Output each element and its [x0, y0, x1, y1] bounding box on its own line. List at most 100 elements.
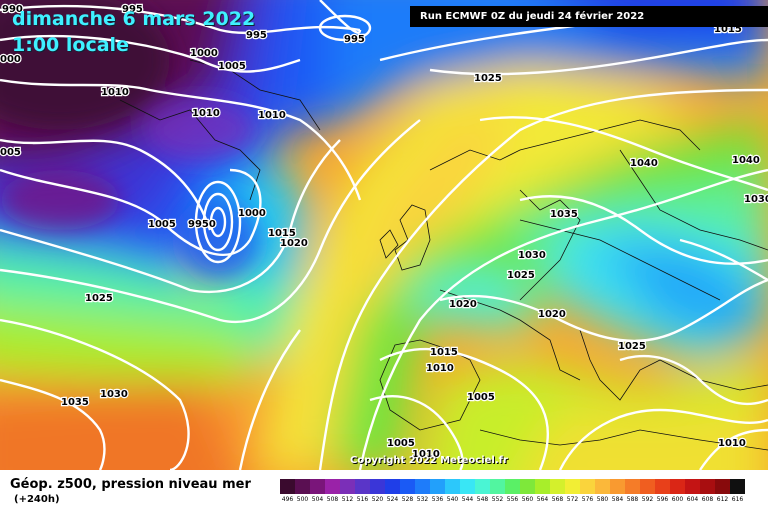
scale-step: 544: [460, 479, 475, 503]
scale-step: 508: [325, 479, 340, 503]
scale-swatch: [415, 479, 430, 494]
scale-tick-label: 560: [521, 496, 534, 503]
scale-step: 520: [370, 479, 385, 503]
legend-title: Géop. z500, pression niveau mer: [10, 477, 251, 492]
scale-step: 592: [640, 479, 655, 503]
scale-step: 512: [340, 479, 355, 503]
scale-step: 500: [295, 479, 310, 503]
scale-swatch: [385, 479, 400, 494]
legend-subtitle: (+240h): [14, 494, 60, 505]
scale-step: 604: [685, 479, 700, 503]
isobar-label: 1035: [61, 397, 89, 408]
isobar-label: 1010: [192, 108, 220, 119]
scale-swatch: [475, 479, 490, 494]
scale-tick-label: 508: [326, 496, 339, 503]
scale-step: 576: [580, 479, 595, 503]
scale-tick-label: 496: [281, 496, 294, 503]
forecast-date: dimanche 6 mars 2022: [12, 8, 256, 30]
isobar-label: 1010: [101, 87, 129, 98]
scale-step: 496: [280, 479, 295, 503]
scale-tick-label: 588: [626, 496, 639, 503]
isobar-label: 000: [0, 54, 21, 65]
isobar-label: 990: [2, 4, 23, 15]
isobar-label: 995: [246, 30, 267, 41]
isobar-label: 1010: [412, 449, 440, 460]
scale-step: 608: [700, 479, 715, 503]
isobar-label: 1025: [507, 270, 535, 281]
scale-tick-label: 532: [416, 496, 429, 503]
isobar-label: 1020: [449, 299, 477, 310]
scale-swatch: [730, 479, 745, 494]
scale-swatch: [505, 479, 520, 494]
isobar-label: 1035: [550, 209, 578, 220]
scale-step: 600: [670, 479, 685, 503]
scale-step: 548: [475, 479, 490, 503]
scale-tick-label: 576: [581, 496, 594, 503]
isobar-label: 995: [122, 4, 143, 15]
scale-swatch: [445, 479, 460, 494]
isobar-label: 005: [0, 147, 21, 158]
scale-swatch: [655, 479, 670, 494]
scale-tick-label: 612: [716, 496, 729, 503]
scale-step: 616: [730, 479, 745, 503]
scale-step: 524: [385, 479, 400, 503]
scale-swatch: [280, 479, 295, 494]
scale-swatch: [595, 479, 610, 494]
scale-step: 612: [715, 479, 730, 503]
scale-tick-label: 552: [491, 496, 504, 503]
isobar-label: 1015: [430, 347, 458, 358]
scale-step: 552: [490, 479, 505, 503]
scale-tick-label: 568: [551, 496, 564, 503]
scale-step: 536: [430, 479, 445, 503]
isobar-label: 1010: [426, 363, 454, 374]
isobar-label: 1025: [85, 293, 113, 304]
scale-tick-label: 556: [506, 496, 519, 503]
scale-step: 560: [520, 479, 535, 503]
scale-step: 568: [550, 479, 565, 503]
run-info: Run ECMWF 0Z du jeudi 24 février 2022: [410, 6, 768, 27]
scale-step: 596: [655, 479, 670, 503]
forecast-map: 990 995 995 995 1000 1005 1010 1010 1010…: [0, 0, 768, 470]
scale-step: 580: [595, 479, 610, 503]
scale-tick-label: 516: [356, 496, 369, 503]
isobar-labels: 990 995 995 995 1000 1005 1010 1010 1010…: [0, 3, 768, 462]
scale-swatch: [325, 479, 340, 494]
forecast-time: 1:00 locale: [12, 34, 129, 56]
scale-tick-label: 544: [461, 496, 474, 503]
scale-tick-label: 504: [311, 496, 324, 503]
scale-step: 588: [625, 479, 640, 503]
scale-tick-label: 528: [401, 496, 414, 503]
scale-swatch: [310, 479, 325, 494]
isobar-label: 1020: [538, 309, 566, 320]
scale-tick-label: 536: [431, 496, 444, 503]
scale-swatch: [490, 479, 505, 494]
scale-swatch: [550, 479, 565, 494]
scale-step: 532: [415, 479, 430, 503]
isobar-label: 1025: [474, 73, 502, 84]
scale-tick-label: 512: [341, 496, 354, 503]
scale-swatch: [610, 479, 625, 494]
scale-step: 564: [535, 479, 550, 503]
isobar-label: 1040: [732, 155, 760, 166]
isobar-label: 995: [344, 34, 365, 45]
scale-swatch: [700, 479, 715, 494]
isobar-label: 1030: [744, 194, 768, 205]
isobar-label: 1000: [190, 48, 218, 59]
scale-tick-label: 540: [446, 496, 459, 503]
scale-swatch: [715, 479, 730, 494]
scale-tick-label: 548: [476, 496, 489, 503]
scale-swatch: [535, 479, 550, 494]
scale-swatch: [520, 479, 535, 494]
scale-tick-label: 592: [641, 496, 654, 503]
color-scale: 496 500 504 508 512 516 520 524 528 532 536 540 544 5…: [280, 479, 745, 503]
scale-swatch: [370, 479, 385, 494]
isobar-label: 1005: [148, 219, 176, 230]
isobar-label: 1020: [280, 238, 308, 249]
scale-swatch: [640, 479, 655, 494]
scale-step: 540: [445, 479, 460, 503]
isobar-label: 1030: [518, 250, 546, 261]
scale-tick-label: 596: [656, 496, 669, 503]
scale-tick-label: 500: [296, 496, 309, 503]
scale-swatch: [295, 479, 310, 494]
scale-swatch: [685, 479, 700, 494]
